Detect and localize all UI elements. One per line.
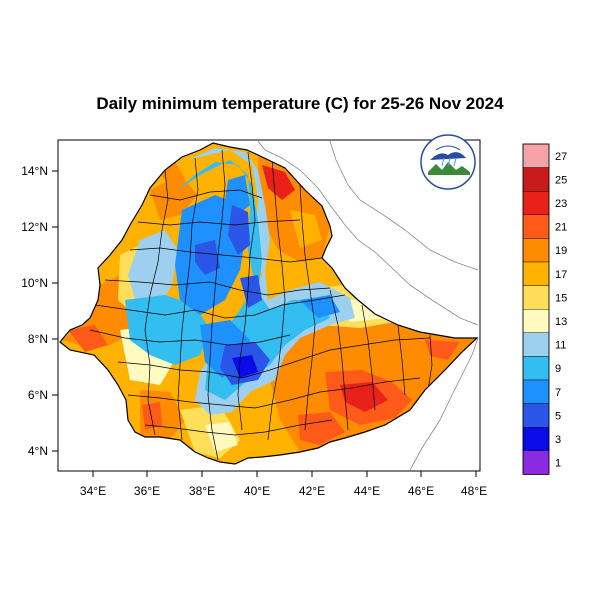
legend-label: 7 (555, 387, 561, 399)
coastlines (257, 140, 479, 471)
x-tick-label: 42°E (299, 484, 325, 498)
x-tick-label: 44°E (354, 484, 380, 498)
legend-swatch (522, 167, 550, 192)
legend-swatch (522, 143, 550, 168)
legend-label: 25 (555, 174, 567, 186)
legend-swatch (522, 332, 550, 357)
x-tick-label: 46°E (408, 484, 434, 498)
y-tick-label: 8°N (28, 332, 48, 346)
legend-swatch (522, 450, 550, 475)
legend-label: 5 (555, 410, 561, 422)
y-tick-label: 10°N (21, 276, 48, 290)
color-legend: 27 25 23 21 19 17 15 13 11 9 7 5 3 1 (522, 143, 567, 475)
x-tick-label: 36°E (134, 484, 160, 498)
legend-label: 17 (555, 269, 567, 281)
legend-swatch (522, 190, 550, 215)
y-tick-labels: 14°N 12°N 10°N 8°N 6°N 4°N (21, 164, 48, 458)
legend-swatch (522, 261, 550, 286)
legend-swatch (522, 356, 550, 381)
y-tick-label: 12°N (21, 220, 48, 234)
x-tick-label: 48°E (461, 484, 487, 498)
legend-frame (522, 143, 550, 475)
x-tick-label: 34°E (80, 484, 106, 498)
map-title: Daily minimum temperature (C) for 25-26 … (96, 94, 504, 113)
admin-boundaries (89, 149, 433, 461)
legend-label: 27 (555, 151, 567, 163)
y-tick-label: 6°N (28, 388, 48, 402)
legend-swatch (522, 379, 550, 404)
legend-label: 21 (555, 222, 567, 234)
legend-label: 9 (555, 363, 561, 375)
x-tick-label: 40°E (244, 484, 270, 498)
ethiopian-meteorology-logo (420, 134, 476, 190)
legend-label: 11 (555, 340, 566, 352)
legend-label: 3 (555, 434, 561, 446)
legend-label: 23 (555, 198, 567, 210)
legend-swatch (522, 214, 550, 239)
axis-ticks (52, 170, 477, 477)
legend-label: 1 (555, 458, 561, 470)
legend-swatch (522, 427, 550, 452)
legend-swatch (522, 309, 550, 334)
y-tick-label: 14°N (21, 164, 48, 178)
legend-swatch (522, 238, 550, 263)
legend-swatch (522, 285, 550, 310)
legend-label: 15 (555, 292, 567, 304)
x-tick-labels: 34°E 36°E 38°E 40°E 42°E 44°E 46°E 48°E (80, 484, 487, 498)
legend-swatch (522, 403, 550, 428)
legend-label: 13 (555, 316, 567, 328)
x-tick-label: 38°E (189, 484, 215, 498)
y-tick-label: 4°N (28, 444, 48, 458)
country-outline (59, 142, 479, 465)
legend-label: 19 (555, 245, 567, 257)
